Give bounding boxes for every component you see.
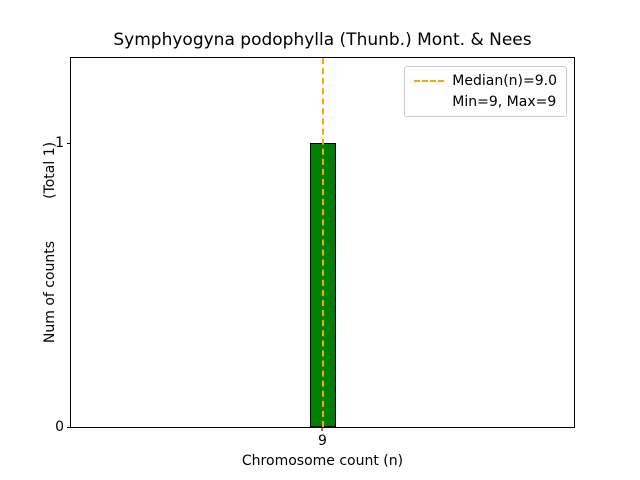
y-tick-label: 0 — [55, 419, 64, 435]
chart-title: Symphyogyna podophylla (Thunb.) Mont. & … — [113, 30, 532, 50]
x-axis-label: Chromosome count (n) — [241, 453, 404, 469]
x-tick-label: 9 — [318, 433, 327, 449]
x-tick: 9 — [318, 427, 327, 449]
y-tick-mark — [67, 426, 71, 428]
y-tick: 0 — [55, 419, 71, 435]
x-tick-mark — [321, 427, 323, 431]
plot-area: 0 1 9 Median(n)=9.0 Min=9, Max=9 — [55, 57, 575, 449]
legend-entry: Median(n)=9.0 — [414, 73, 557, 89]
y-tick: 1 — [55, 135, 71, 151]
legend-entry-label: Median(n)=9.0 — [452, 73, 557, 89]
y-axis-label: Num of counts (Total 1) — [40, 57, 60, 428]
legend-entry: Min=9, Max=9 — [414, 94, 557, 110]
legend: Median(n)=9.0 Min=9, Max=9 — [404, 66, 567, 117]
median-line — [321, 58, 324, 427]
y-tick-mark — [67, 142, 71, 144]
y-tick-label: 1 — [55, 135, 64, 152]
legend-entry-label: Min=9, Max=9 — [452, 94, 557, 110]
y-axis-label-text: Num of counts — [42, 240, 58, 344]
legend-dashed-line-sample — [414, 80, 445, 82]
